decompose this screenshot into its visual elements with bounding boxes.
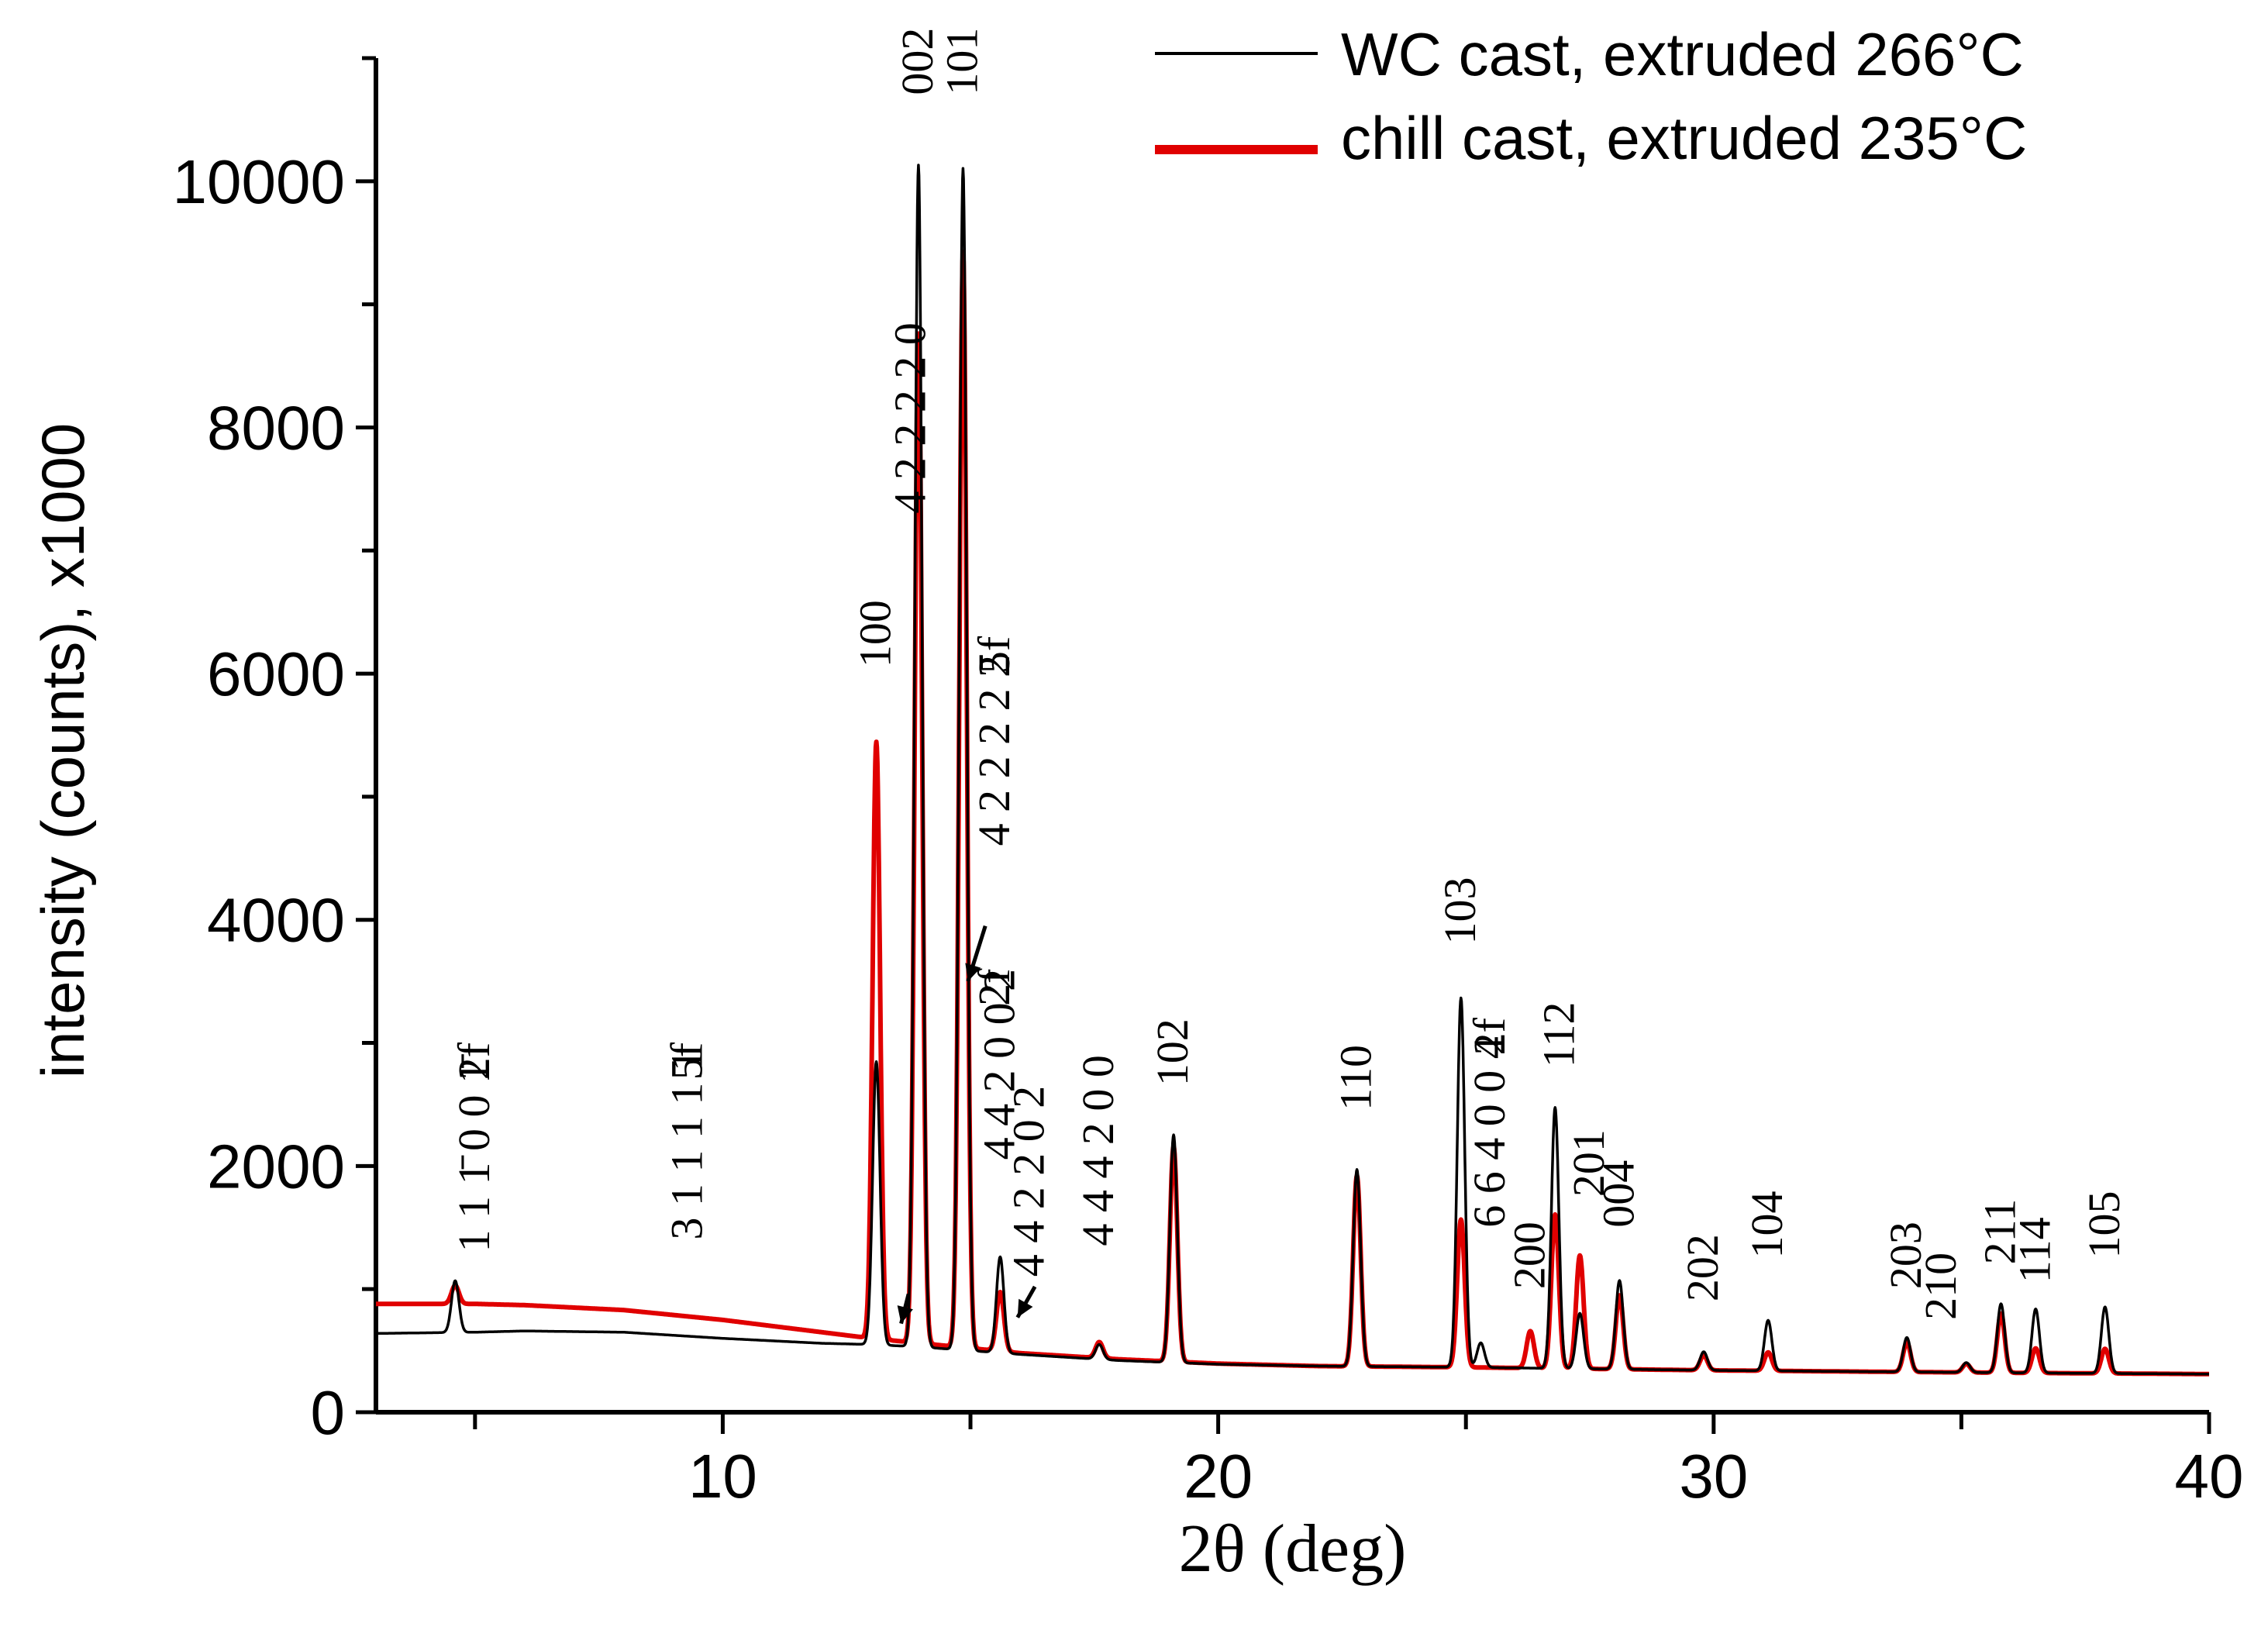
peak-label: 210 [1915, 1253, 1966, 1320]
peak-label: 002 [892, 28, 943, 95]
series-group [374, 164, 2211, 1377]
ticks: 10 20 30 40 0 2000 4000 6000 8000 10000 [173, 56, 2244, 1511]
x-tick-label: 30 [1679, 1442, 1748, 1511]
peak-label: 201 [1563, 1129, 1614, 1197]
peak-label: 102 [1147, 1018, 1198, 1086]
legend: WC cast, extruded 266°C chill cast, extr… [1155, 20, 2027, 172]
peak-label: 3 1 1 1 1 1 [662, 1049, 712, 1240]
peak-label: 105 [2079, 1191, 2129, 1258]
peak-label: 110 [1331, 1045, 1381, 1111]
y-tick-label: 2000 [207, 1132, 345, 1201]
peak-label: 100 [850, 600, 901, 667]
peak-label: 1 1 1̄ 0 0 1̄ [449, 1054, 499, 1253]
legend-label-wc: WC cast, extruded 266°C [1341, 20, 2024, 88]
legend-label-chill: chill cast, extruded 235°C [1341, 104, 2027, 172]
peak-label: 101 [936, 28, 987, 95]
peak-label: 4 2 2 2 2 2 [969, 655, 1019, 846]
y-axis-label: intensity (counts), x1000 [29, 423, 97, 1078]
peak-label: 104 [1742, 1191, 1792, 1258]
peak-label: 4 4 2 0 0 2 [974, 969, 1024, 1160]
y-tick-label: 10000 [173, 147, 345, 216]
x-tick-label: 20 [1184, 1442, 1253, 1511]
series-line-chill [374, 250, 2211, 1377]
peak-label: 200 [1504, 1222, 1554, 1289]
peak-label: 4 4 2 2 0 2 [1004, 1086, 1054, 1277]
y-tick-label: 8000 [207, 393, 345, 462]
peak-label: 2f [1464, 1017, 1515, 1055]
y-tick-label: 6000 [207, 639, 345, 708]
axes [374, 58, 2209, 1415]
peak-label: 5f [969, 636, 1019, 674]
x-axis-label: 2θ (deg) [1179, 1511, 1407, 1587]
arrow-annotations [897, 925, 1037, 1325]
arrow-head [1017, 1298, 1033, 1318]
y-tick-label: 4000 [207, 886, 345, 955]
peak-label: 203 [1880, 1222, 1931, 1289]
x-tick-label: 10 [688, 1442, 757, 1511]
arrow-head [897, 1305, 913, 1324]
peak-label: 202 [1677, 1234, 1728, 1301]
peak-label: 2f [969, 968, 1019, 1006]
peak-label: 2f [449, 1042, 499, 1080]
series-line-wc [374, 164, 2211, 1376]
peak-label: 5f [662, 1042, 712, 1080]
y-tick-label: 0 [311, 1378, 346, 1447]
arrow-head [965, 963, 981, 982]
peak-label: 211 [1975, 1199, 2025, 1265]
peak-label: 112 [1534, 1001, 1584, 1067]
peak-label: 004 [1593, 1160, 1643, 1228]
peak-label: 4 2 2 2 2 0 [884, 322, 935, 514]
peak-label: 4 4 4 2 0 0 [1073, 1055, 1123, 1246]
x-tick-label: 40 [2175, 1442, 2244, 1511]
peak-label: 114 [2009, 1217, 2059, 1283]
peak-label: 103 [1435, 877, 1485, 944]
peak-label: 6 6 4 0 0 4 [1464, 1036, 1515, 1228]
